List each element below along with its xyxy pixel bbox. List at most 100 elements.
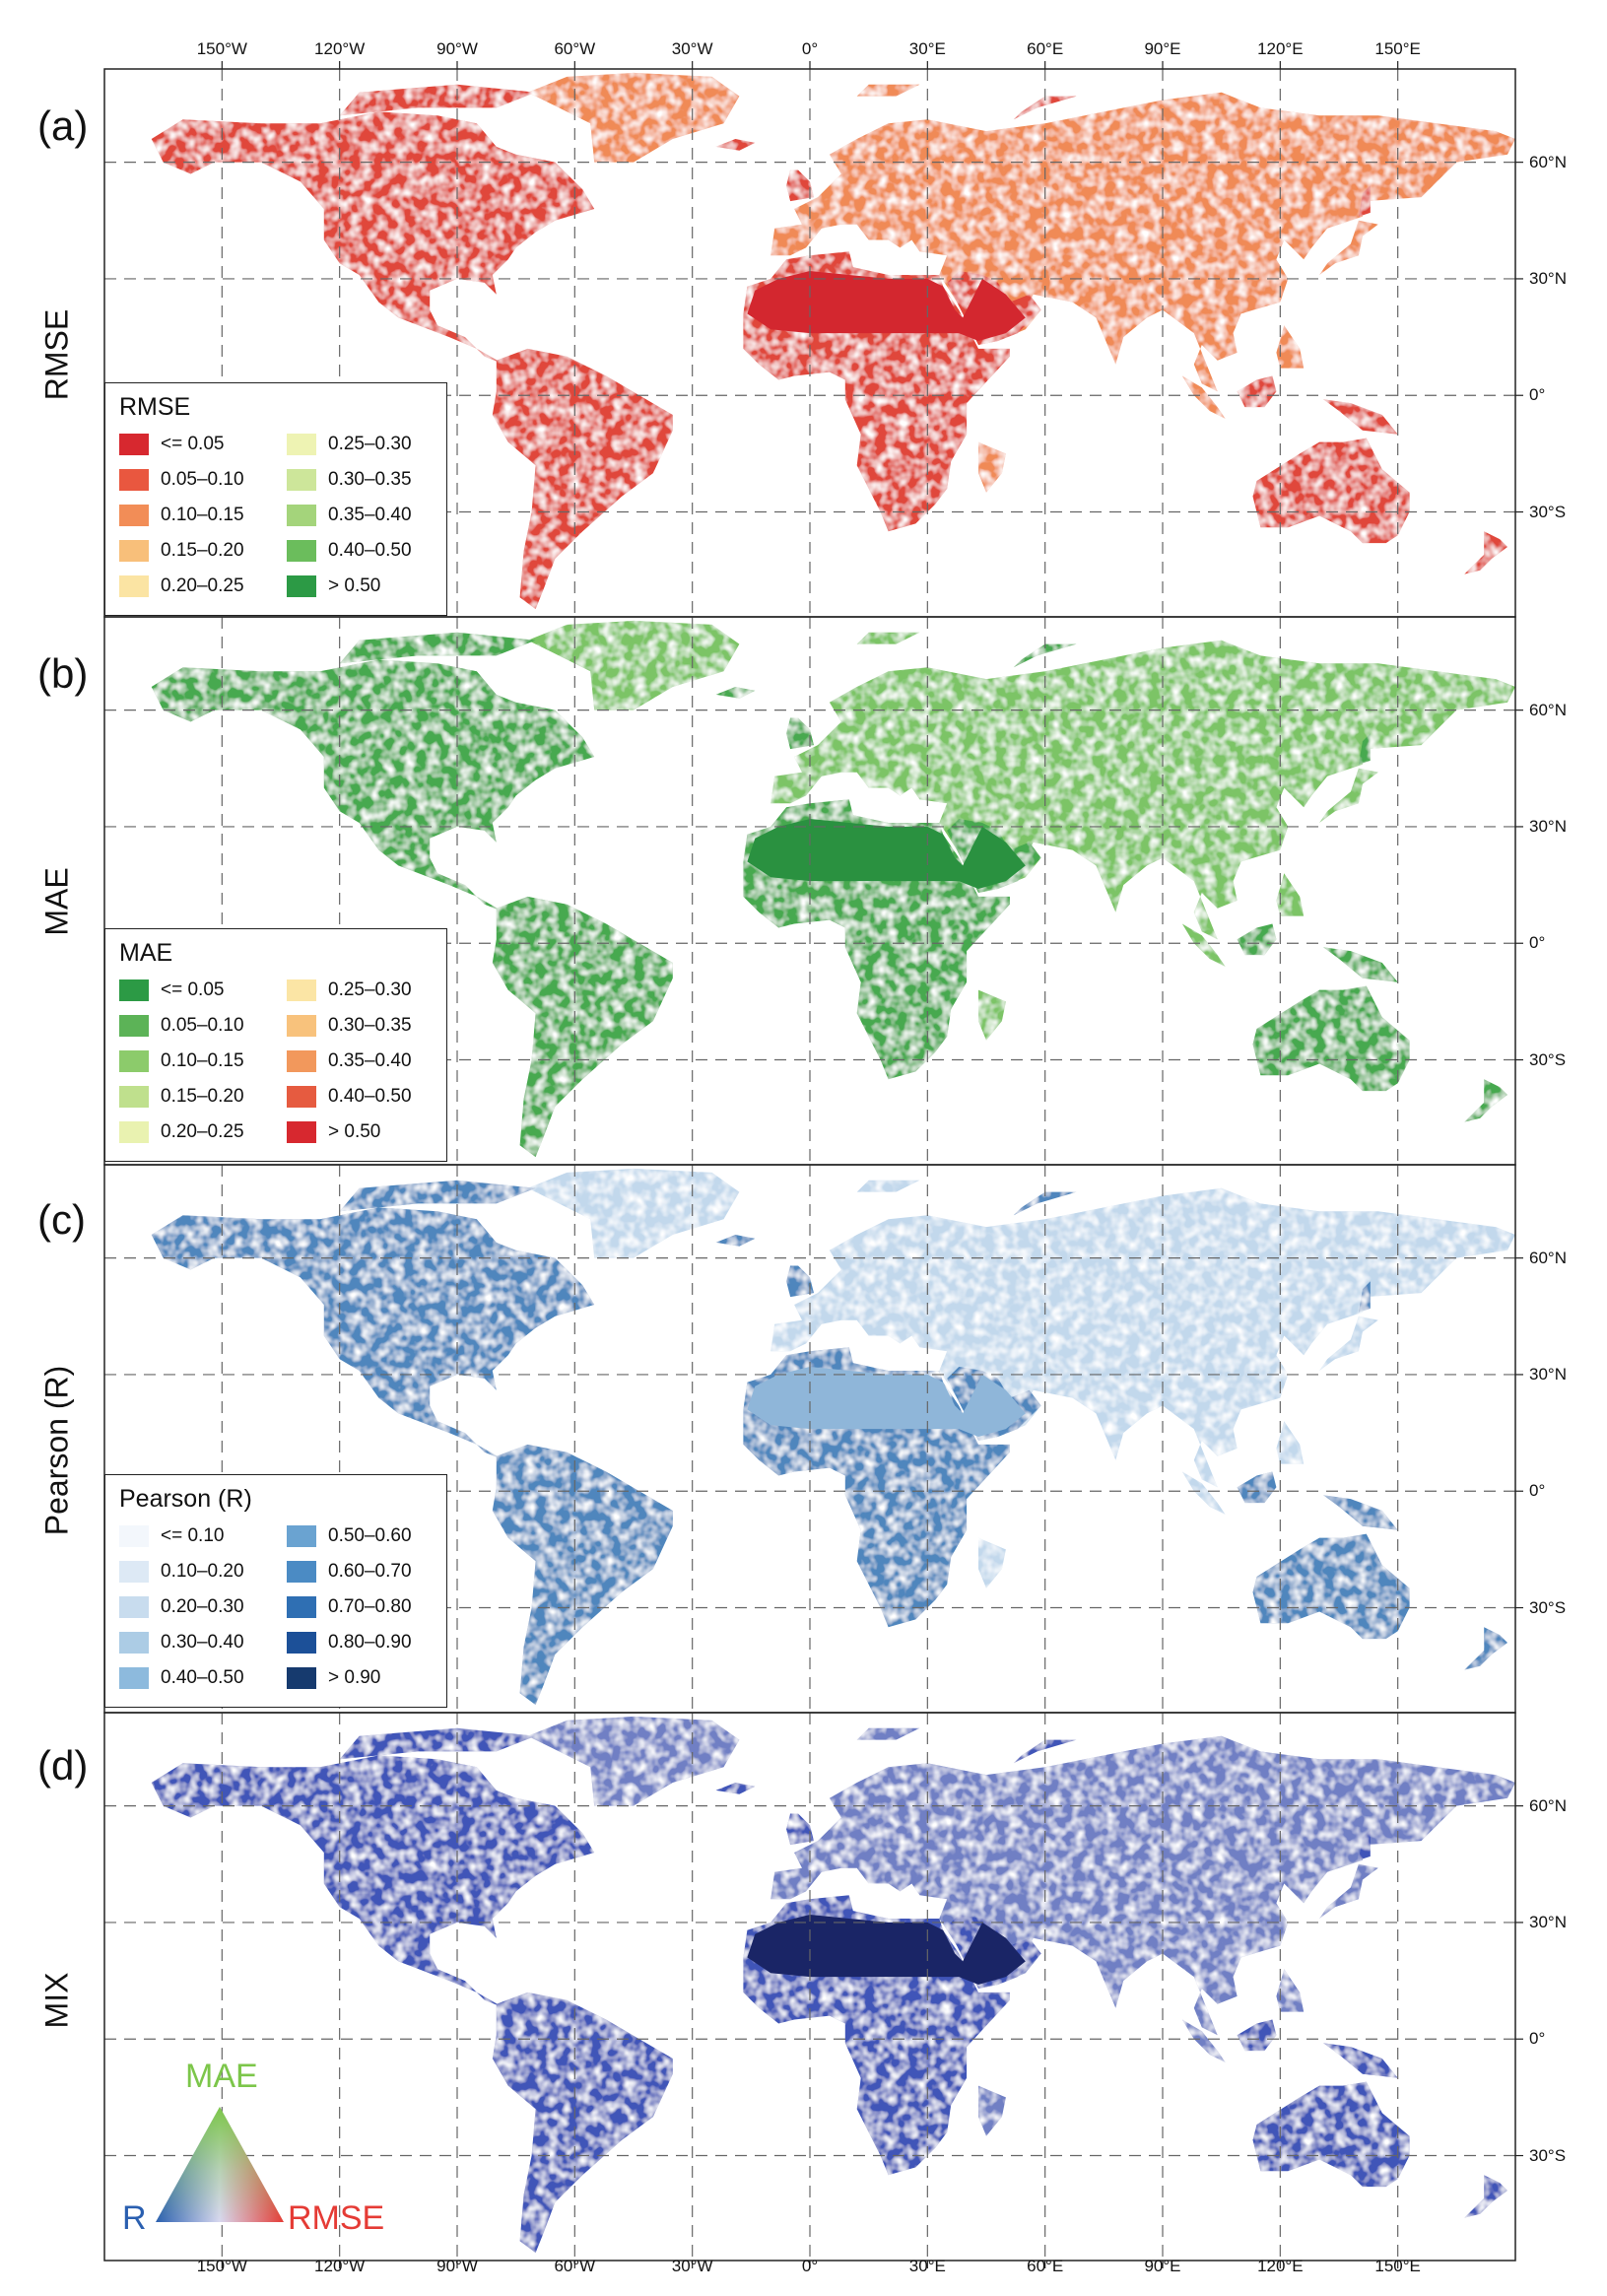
legend-label: <= 0.05 — [161, 979, 225, 1000]
legend-label: 0.15–0.20 — [161, 540, 244, 561]
legend-mae: MAE <= 0.05 0.05–0.10 0.10–0.15 0.15–0.20 0.… — [104, 928, 447, 1162]
landmass-sakh — [1358, 1281, 1371, 1313]
legend-swatch — [119, 504, 149, 526]
landmass-svalbard — [856, 632, 920, 644]
legend-item: 0.25–0.30 — [287, 979, 412, 1002]
lon-tick-label: 60°W — [554, 2257, 596, 2275]
landmass-nov — [1013, 1739, 1077, 1764]
legend-label: 0.20–0.30 — [161, 1596, 244, 1617]
landmass-uk — [786, 717, 814, 750]
map-panel-d — [103, 1712, 1523, 2262]
landmass-japan — [1319, 768, 1378, 823]
panel-letter-b: (b) — [37, 650, 89, 697]
legend-label: 0.20–0.25 — [161, 575, 244, 596]
legend-item: 0.35–0.40 — [287, 1049, 412, 1073]
lat-tick-label: 30°N — [1529, 268, 1567, 288]
landmass-arctic — [339, 84, 536, 116]
lon-tick-label: 150°E — [1374, 2257, 1421, 2275]
legend-item: 0.40–0.50 — [287, 1085, 412, 1109]
landmass-mad — [978, 441, 1006, 493]
legend-label: 0.35–0.40 — [328, 1050, 412, 1071]
landmass-aus — [1252, 985, 1410, 1092]
landmass-green — [527, 1716, 740, 1806]
landmass-eur — [770, 92, 1515, 392]
lat-tick-label: 0° — [1529, 1481, 1546, 1501]
landmass-indo2 — [1237, 1471, 1277, 1504]
legend-item: 0.40–0.50 — [287, 539, 412, 563]
legend-swatch — [119, 1085, 149, 1108]
landmass-sakh — [1358, 1829, 1371, 1860]
legend-swatch — [119, 1120, 149, 1143]
panel-letter-d: (d) — [37, 1742, 89, 1789]
landmass-sa — [492, 896, 673, 1158]
legend-swatch — [287, 1085, 316, 1108]
ternary-label-mae: MAE — [185, 2058, 258, 2095]
landmass-iceland — [715, 687, 756, 699]
legend-title: Pearson (R) — [119, 1485, 252, 1513]
landmass-sakh — [1358, 185, 1371, 217]
lon-tick-label: 30°W — [671, 2257, 713, 2275]
legend-label: 0.40–0.50 — [328, 540, 412, 561]
legend-label: > 0.50 — [328, 1121, 381, 1142]
legend-item: 0.10–0.15 — [119, 504, 244, 527]
landmass-iceland — [715, 1235, 756, 1247]
legend-swatch — [287, 979, 316, 1001]
landmass-mad — [978, 1537, 1006, 1588]
legend-title: MAE — [119, 939, 173, 967]
lat-tick-label: 30°S — [1529, 1049, 1567, 1069]
landmass-indo1 — [1181, 375, 1226, 419]
lat-tick-label: 60°N — [1529, 1795, 1567, 1815]
legend-swatch — [287, 1631, 316, 1654]
landmass-sakh — [1358, 733, 1371, 765]
landmass-nov — [1013, 643, 1077, 668]
legend-swatch — [119, 539, 149, 562]
lon-tick-label: 0° — [801, 2257, 819, 2275]
legend-pearson: Pearson (R) <= 0.10 0.10–0.20 0.20–0.30 0.3… — [104, 1474, 447, 1708]
landmass-na — [151, 1207, 595, 1460]
legend-swatch — [287, 539, 316, 562]
legend-item: 0.20–0.30 — [119, 1595, 244, 1619]
legend-item: > 0.90 — [287, 1666, 380, 1690]
landmass-iceland — [715, 139, 756, 151]
landmass-phil — [1276, 325, 1305, 369]
legend-label: 0.30–0.40 — [161, 1632, 244, 1653]
landmass-indo1 — [1181, 2019, 1226, 2062]
legend-item: 0.40–0.50 — [119, 1666, 244, 1690]
panel-letter-a: (a) — [37, 102, 89, 149]
lon-tick-label: 150°W — [196, 2257, 247, 2275]
landmass-svalbard — [856, 1180, 920, 1192]
ternary-label-r: R — [122, 2199, 147, 2237]
landmass-phil — [1276, 873, 1305, 916]
landmass-indo1 — [1181, 923, 1226, 967]
land-layer — [151, 1716, 1515, 2254]
legend-label: > 0.50 — [328, 575, 381, 596]
landmass-sa — [492, 1992, 673, 2254]
landmass-nz — [1464, 531, 1507, 574]
legend-item: 0.20–0.25 — [119, 1120, 244, 1144]
legend-swatch — [287, 1560, 316, 1583]
legend-item: 0.10–0.15 — [119, 1049, 244, 1073]
side-label-mix: MIX — [38, 1972, 75, 2029]
lon-tick-label: 90°W — [436, 39, 478, 58]
landmass-sa — [492, 1444, 673, 1706]
landmass-green — [527, 72, 740, 163]
lon-tick-label: 120°E — [1257, 2257, 1304, 2275]
landmass-uk — [786, 169, 814, 202]
legend-label: 0.15–0.20 — [161, 1086, 244, 1107]
landmass-aus — [1252, 438, 1410, 544]
legend-item: 0.35–0.40 — [287, 504, 412, 527]
legend-label: 0.40–0.50 — [161, 1667, 244, 1688]
legend-label: 0.50–0.60 — [328, 1525, 412, 1546]
lon-tick-label: 30°E — [908, 39, 946, 58]
legend-label: <= 0.05 — [161, 434, 225, 454]
legend-label: 0.70–0.80 — [328, 1596, 412, 1617]
side-label-mae: MAE — [38, 867, 75, 936]
landmass-na — [151, 111, 595, 365]
desert-region — [747, 1915, 1026, 1985]
landmass-arctic — [339, 1727, 536, 1760]
landmass-phil — [1276, 1969, 1305, 2012]
landmass-aus — [1252, 1533, 1410, 1640]
legend-swatch — [287, 1595, 316, 1618]
lon-tick-label: 60°E — [1027, 39, 1064, 58]
